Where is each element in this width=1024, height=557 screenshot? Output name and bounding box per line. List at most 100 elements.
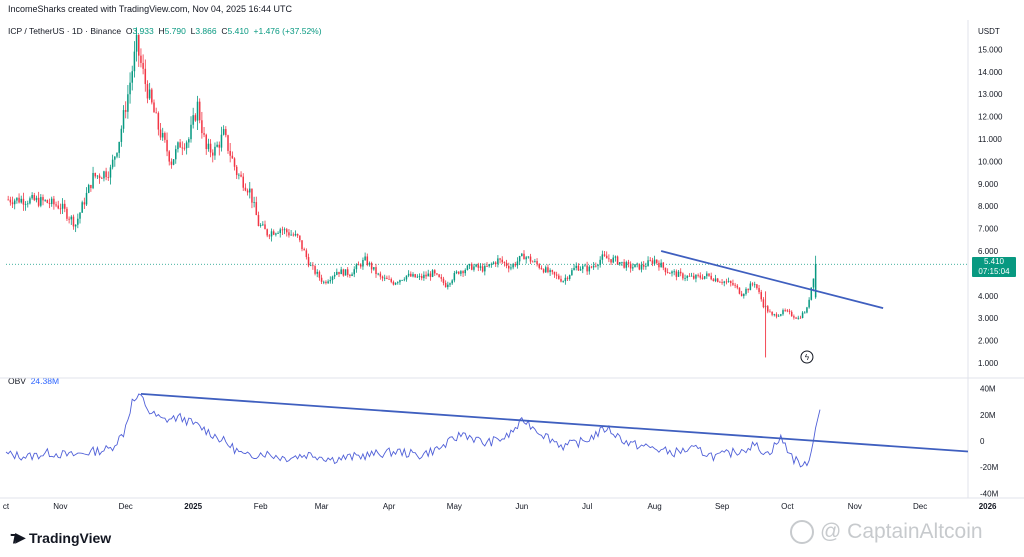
candle-body (283, 229, 286, 231)
candle-body (481, 266, 484, 272)
candle-body (209, 143, 212, 153)
candle-body (253, 202, 255, 203)
candle-body (514, 263, 517, 266)
obv-tick-label: 40M (980, 385, 996, 394)
candle-body (386, 277, 388, 279)
candle-body (780, 314, 782, 316)
candle-body (586, 265, 588, 272)
candle-body (771, 312, 773, 315)
candle-body (201, 120, 203, 134)
candle-body (373, 267, 375, 270)
candle-body (323, 281, 325, 283)
candle-body (192, 115, 194, 125)
candle-body (647, 260, 649, 267)
candle-body (505, 262, 508, 266)
candle-body (588, 266, 591, 272)
candle-body (782, 310, 784, 315)
candle-body (81, 202, 83, 213)
candle-body (640, 264, 643, 270)
high-label: H (158, 26, 165, 36)
candle-body (486, 265, 488, 267)
candle-body (342, 269, 345, 276)
candle-body (664, 267, 667, 273)
candle-body (471, 264, 473, 270)
candle-body (46, 200, 49, 203)
candle-body (50, 198, 53, 205)
price-tick-label: 8.000 (978, 202, 999, 211)
candle-body (146, 84, 149, 99)
candle-body (566, 277, 569, 279)
candle-body (55, 204, 57, 206)
candle-body (525, 257, 527, 260)
candle-body (518, 255, 521, 262)
price-tick-label: 15.000 (978, 45, 1003, 54)
candle-body (42, 197, 44, 201)
candle-body (190, 124, 192, 140)
candle-body (503, 262, 506, 264)
candle-body (745, 288, 747, 294)
candle-body (198, 101, 201, 121)
candle-body (397, 282, 399, 284)
candle-body (769, 311, 771, 313)
candle-body (164, 133, 166, 140)
tradingview-brand[interactable]: ⁊▶ TradingView (10, 529, 111, 546)
candle-body (553, 271, 556, 275)
candle-body (562, 281, 564, 282)
candle-body (303, 249, 305, 251)
candle-body (16, 197, 18, 201)
candle-body (227, 135, 229, 151)
obv-name[interactable]: OBV (8, 376, 26, 386)
candle-body (299, 235, 301, 241)
candle-body (590, 266, 593, 268)
symbol-name[interactable]: ICP / TetherUS · 1D · Binance (8, 26, 122, 36)
candle-body (619, 262, 621, 265)
watermark-logo-icon (790, 520, 814, 544)
change-value: +1.476 (+37.52%) (253, 26, 322, 36)
open-value: 3.933 (132, 26, 154, 36)
candle-body (214, 146, 216, 156)
candle-body (394, 282, 397, 285)
candle-body (605, 255, 608, 259)
candle-body (68, 218, 70, 220)
candle-body (555, 274, 558, 276)
candle-body (188, 139, 190, 143)
candle-body (127, 94, 129, 112)
candle-body (242, 176, 244, 188)
candle-body (301, 240, 303, 250)
low-label: L (190, 26, 196, 36)
candle-body (760, 292, 762, 300)
candle-body (333, 274, 336, 277)
candle-body (431, 270, 434, 277)
candle-body (122, 110, 125, 129)
candle-body (538, 264, 540, 268)
time-tick-label: Feb (254, 502, 268, 511)
candle-body (185, 142, 188, 149)
candle-body (388, 278, 390, 280)
time-tick-label: Dec (119, 502, 133, 511)
candle-body (434, 270, 436, 274)
candle-body (98, 175, 101, 179)
candle-body (444, 282, 447, 288)
candle-body (118, 141, 120, 153)
candle-body (767, 306, 769, 312)
candle-body (484, 265, 486, 272)
candle-body (31, 195, 33, 199)
candle-body (13, 200, 16, 205)
candle-body (775, 314, 778, 317)
candle-body (710, 275, 712, 280)
candle-body (318, 271, 321, 278)
time-tick-label: Mar (315, 502, 329, 511)
time-tick-label: Apr (383, 502, 396, 511)
candle-body (144, 68, 147, 85)
candle-body (246, 190, 249, 193)
candle-body (494, 262, 497, 265)
time-tick-label: Dec (913, 502, 927, 511)
candle-body (542, 269, 545, 273)
candle-body (140, 55, 142, 63)
close-label: C (221, 26, 228, 36)
candle-body (290, 234, 292, 236)
candle-body (462, 271, 464, 274)
symbol-legend: ICP / TetherUS · 1D · Binance O3.933 H5.… (8, 26, 322, 36)
candle-body (35, 197, 38, 201)
